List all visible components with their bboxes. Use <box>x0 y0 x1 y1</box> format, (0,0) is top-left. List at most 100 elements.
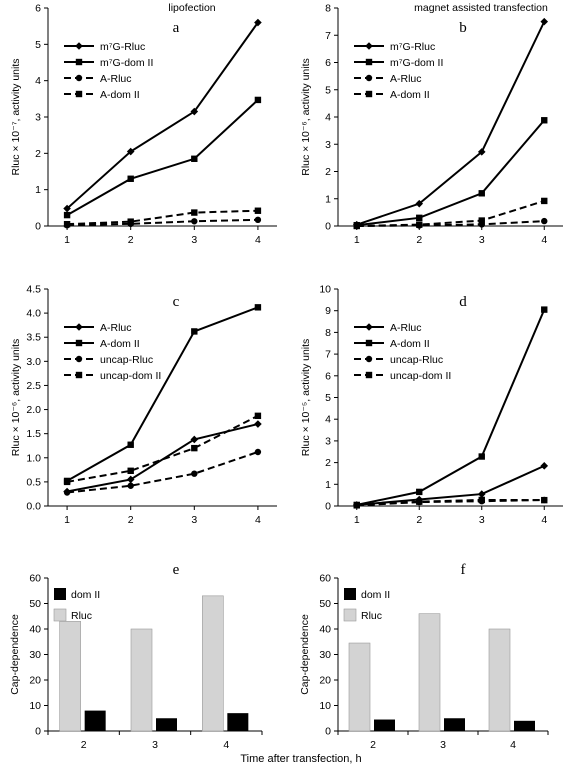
y-tick-label: 0.0 <box>26 501 41 513</box>
series-line-3 <box>66 414 259 483</box>
data-point <box>63 220 71 228</box>
legend-marker <box>75 339 83 347</box>
y-tick-label: 20 <box>29 675 41 687</box>
legend-marker <box>75 58 83 66</box>
data-point <box>126 147 135 156</box>
legend-label: m⁷G-Rluc <box>100 41 145 53</box>
legend-label: A-Rluc <box>100 322 132 334</box>
data-point <box>477 490 486 498</box>
x-tick-label: 2 <box>370 739 376 751</box>
data-point <box>63 204 71 213</box>
legend-marker <box>365 58 373 66</box>
y-tick-label: 60 <box>29 573 41 585</box>
y-tick-label: 0 <box>325 501 331 513</box>
y-tick-label: 8 <box>325 3 331 15</box>
y-tick-label: 9 <box>325 305 331 317</box>
data-point <box>478 496 485 504</box>
data-point <box>63 211 71 219</box>
y-tick-label: 3.0 <box>26 356 41 368</box>
y-tick-label: 1.5 <box>26 428 41 440</box>
data-point <box>127 218 134 225</box>
y-tick-label: 2.0 <box>26 404 41 416</box>
chart-panel-e: 0 10 20 30 40 50 60 2 3 4 Cap-dependence dom II Rluc… <box>9 562 263 751</box>
series-line-2 <box>67 218 258 227</box>
y-tick-label: 10 <box>319 700 331 712</box>
y-tick-label: 40 <box>29 624 41 636</box>
bar-rluc <box>130 628 153 732</box>
data-point <box>190 435 199 444</box>
legend-label: Rluc <box>361 610 382 622</box>
legend-swatch <box>54 588 66 600</box>
legend-label: uncap-dom II <box>100 370 161 382</box>
data-point <box>353 222 360 230</box>
legend-label: uncap-dom II <box>390 370 451 382</box>
data-point <box>416 214 423 222</box>
data-point <box>126 475 135 484</box>
y-tick-label: 1 <box>325 479 331 491</box>
y-tick-label: 60 <box>319 573 331 585</box>
data-point <box>540 17 549 26</box>
data-point <box>63 489 71 496</box>
y-tick-label: 4.0 <box>26 308 41 320</box>
panel-letter: c <box>173 294 180 310</box>
y-tick-label: 5 <box>35 39 41 51</box>
legend-marker <box>75 90 83 98</box>
data-point <box>416 488 423 496</box>
data-point <box>254 207 262 214</box>
data-point <box>416 221 423 228</box>
x-tick-label: 3 <box>152 739 158 751</box>
x-tick-label: 1 <box>64 234 70 246</box>
data-point <box>127 467 134 474</box>
data-point <box>191 444 198 452</box>
x-tick-label: 3 <box>440 739 446 751</box>
data-point <box>191 470 198 477</box>
legend-marker <box>365 339 373 347</box>
data-point <box>540 462 549 470</box>
y-tick-label: 3 <box>325 139 331 151</box>
y-tick-label: 5 <box>325 84 331 96</box>
legend-marker <box>365 42 373 50</box>
x-tick-label: 4 <box>255 234 261 246</box>
y-tick-label: 4 <box>35 75 41 87</box>
y-tick-label: 2 <box>325 166 331 178</box>
data-point <box>254 304 262 311</box>
y-tick-label: 50 <box>319 598 331 610</box>
panel-letter: e <box>173 562 180 578</box>
series-line-3 <box>356 498 545 507</box>
x-tick-label: 2 <box>128 514 134 526</box>
data-point <box>478 453 485 460</box>
series-line-2 <box>356 220 545 227</box>
bar-dom-ii <box>84 710 106 731</box>
x-tick-label: 4 <box>541 514 547 526</box>
bar-rluc <box>59 621 81 732</box>
legend-label: m⁷G-Rluc <box>390 41 435 53</box>
legend-marker <box>75 323 83 331</box>
bar-rluc <box>488 628 511 732</box>
x-tick-label: 3 <box>479 234 485 246</box>
y-tick-label: 2 <box>325 457 331 469</box>
y-tick-label: 20 <box>319 675 331 687</box>
data-point <box>478 217 485 224</box>
data-point <box>191 155 198 162</box>
data-point <box>191 328 198 335</box>
legend-marker <box>365 323 373 331</box>
y-axis-title: Rluc × 10⁻⁶, activity units <box>10 339 22 457</box>
y-tick-label: 0 <box>325 221 331 233</box>
data-point <box>478 190 485 197</box>
legend-label: dom II <box>71 589 100 601</box>
y-tick-label: 0.5 <box>26 476 41 488</box>
x-tick-label: 3 <box>191 234 197 246</box>
y-tick-label: 0 <box>35 221 41 233</box>
series-line-0 <box>66 21 259 210</box>
legend-swatch <box>343 608 357 622</box>
y-tick-label: 50 <box>29 598 41 610</box>
y-axis-title: Rluc × 10⁻⁷, activity units <box>10 58 22 175</box>
data-point <box>191 218 198 225</box>
y-tick-label: 8 <box>325 327 331 339</box>
chart-panel-c: 0.0 0.5 1.0 1.5 2.0 2.5 3.0 3.5 4.0 4.5 1 2 3 4 Rluc ×… <box>10 284 277 526</box>
panel-letter: f <box>461 562 466 578</box>
series-line-0 <box>356 21 546 226</box>
legend-marker <box>75 74 83 82</box>
panel-letter: d <box>459 294 467 310</box>
